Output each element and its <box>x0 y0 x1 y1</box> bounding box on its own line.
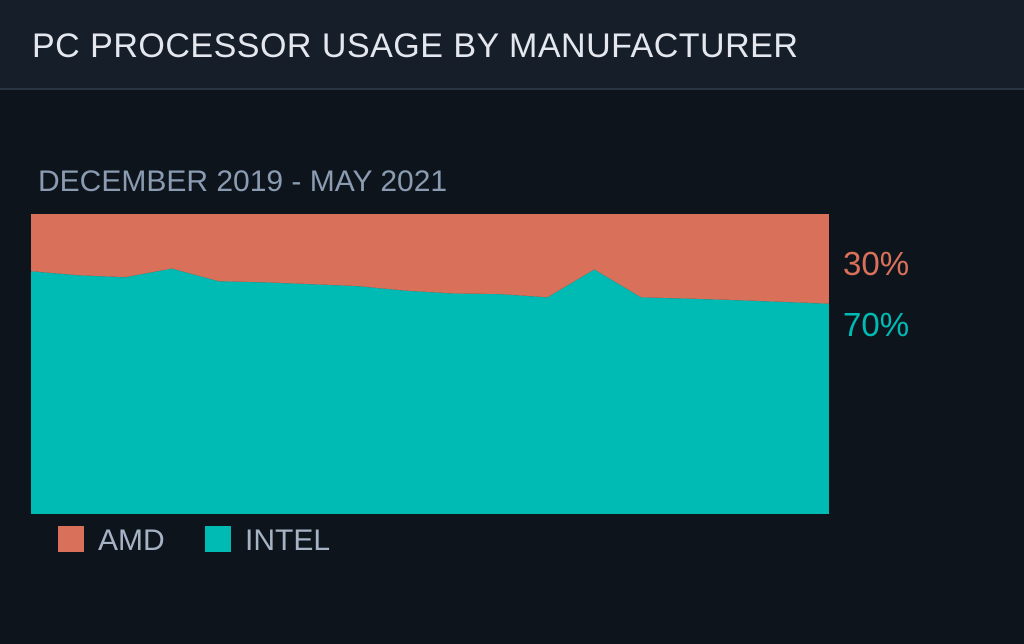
legend-swatch-amd <box>58 526 84 552</box>
chart-title: PC PROCESSOR USAGE BY MANUFACTURER <box>32 27 799 65</box>
area-amd <box>31 214 829 304</box>
area-intel <box>31 268 829 514</box>
amd-end-label: 30% <box>843 245 910 282</box>
legend-label-amd: AMD <box>98 524 165 557</box>
panel-header: PC PROCESSOR USAGE BY MANUFACTURER <box>0 0 1024 90</box>
intel-end-label: 70% <box>843 306 910 343</box>
legend-swatch-intel <box>205 526 231 552</box>
chart-subtitle: DECEMBER 2019 - MAY 2021 <box>38 165 448 198</box>
legend-label-intel: INTEL <box>245 524 331 557</box>
